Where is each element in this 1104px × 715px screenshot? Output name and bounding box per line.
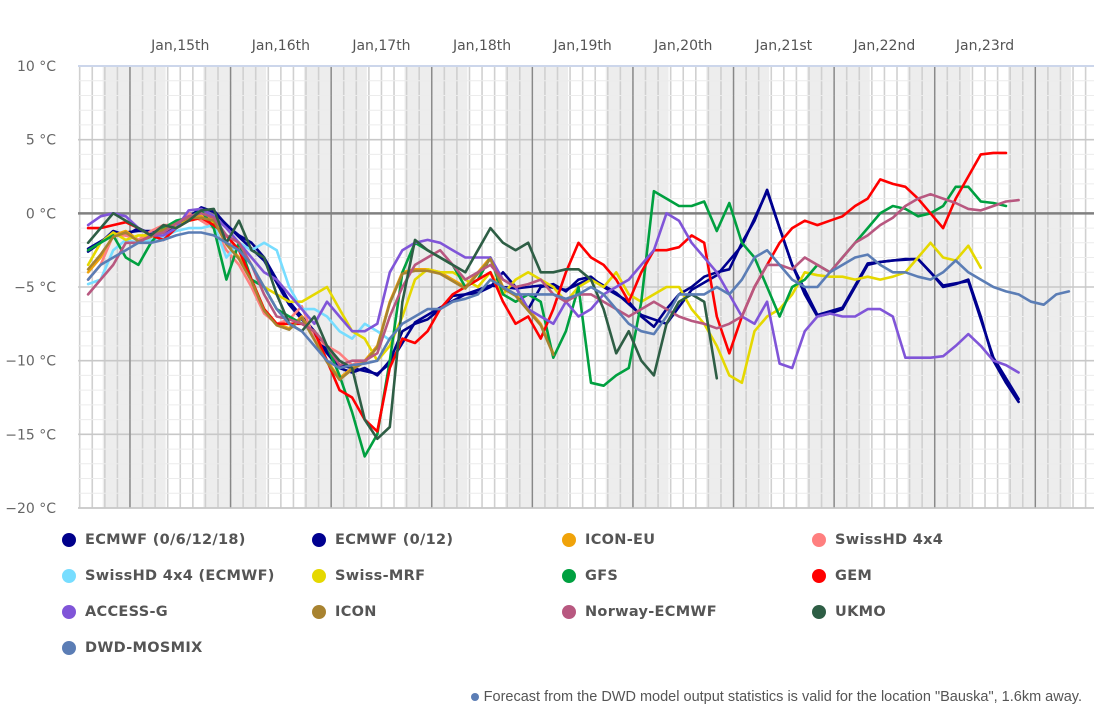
legend-dot-icon xyxy=(812,605,826,619)
series-line-icon xyxy=(86,216,555,382)
y-tick-label: 5 °C xyxy=(26,133,56,149)
legend-label: Swiss-MRF xyxy=(335,568,426,584)
y-tick-label: −5 °C xyxy=(14,280,56,296)
legend-item[interactable]: Swiss-MRF xyxy=(312,566,425,586)
legend-dot-icon xyxy=(812,533,826,547)
legend-item[interactable]: ECMWF (0/6/12/18) xyxy=(62,530,246,550)
legend-item[interactable]: ECMWF (0/12) xyxy=(312,530,453,550)
series-line-gem xyxy=(86,151,1008,433)
legend-label: SwissHD 4x4 (ECMWF) xyxy=(85,568,275,584)
series-line-ukmo xyxy=(86,207,719,441)
series-line-dwd-mosmix xyxy=(86,231,1071,370)
legend-label: UKMO xyxy=(835,604,886,620)
x-tick-label: Jan,17th xyxy=(351,38,410,54)
y-tick-label: −15 °C xyxy=(5,427,56,443)
legend-label: GEM xyxy=(835,568,873,584)
footnote-dot-icon xyxy=(470,693,479,701)
y-tick-label: −10 °C xyxy=(5,354,56,370)
y-tick-label: 10 °C xyxy=(17,59,56,75)
legend-item[interactable]: UKMO xyxy=(812,602,886,622)
footnote: Forecast from the DWD model output stati… xyxy=(470,689,1082,705)
legend-label: Norway-ECMWF xyxy=(585,604,717,620)
x-tick-label: Jan,16th xyxy=(251,38,310,54)
legend-dot-icon xyxy=(812,569,826,583)
legend-label: ACCESS-G xyxy=(85,604,168,620)
legend-dot-icon xyxy=(312,569,326,583)
y-tick-label: 0 °C xyxy=(26,206,56,222)
x-tick-label: Jan,15th xyxy=(150,38,209,54)
legend-label: ECMWF (0/12) xyxy=(335,532,454,548)
legend-label: GFS xyxy=(585,568,619,584)
legend-item[interactable]: SwissHD 4x4 (ECMWF) xyxy=(62,566,275,586)
legend-label: ICON xyxy=(335,604,377,620)
legend-label: ICON-EU xyxy=(585,532,656,548)
footnote-text: Forecast from the DWD model output stati… xyxy=(483,689,1082,705)
legend-dot-icon xyxy=(562,569,576,583)
legend-item[interactable]: ICON-EU xyxy=(562,530,655,550)
legend-dot-icon xyxy=(62,533,76,547)
x-tick-label: Jan,20th xyxy=(653,38,712,54)
legend-item[interactable]: SwissHD 4x4 xyxy=(812,530,943,550)
x-tick-label: Jan,18th xyxy=(452,38,511,54)
legend-dot-icon xyxy=(62,605,76,619)
legend-dot-icon xyxy=(62,569,76,583)
legend-item[interactable]: ACCESS-G xyxy=(62,602,168,622)
x-tick-label: Jan,23rd xyxy=(955,38,1014,54)
y-axis: 10 °C 5 °C 0 °C −5 °C −10 °C −15 °C −20 °C xyxy=(5,59,56,517)
x-axis: Jan,15th Jan,16th Jan,17th Jan,18th Jan,19th… xyxy=(150,38,1014,54)
legend-item[interactable]: Norway-ECMWF xyxy=(562,602,717,622)
legend-dot-icon xyxy=(312,605,326,619)
legend-dot-icon xyxy=(312,533,326,547)
legend-item[interactable]: GEM xyxy=(812,566,872,586)
legend-label: SwissHD 4x4 xyxy=(835,532,944,548)
legend-dot-icon xyxy=(62,641,76,655)
temperature-forecast-chart: 10 °C 5 °C 0 °C −5 °C −10 °C −15 °C −20 °C Jan… xyxy=(5,38,1094,517)
legend-item[interactable]: ICON xyxy=(312,602,377,622)
legend-label: ECMWF (0/6/12/18) xyxy=(85,532,246,548)
series-lines xyxy=(86,151,1071,458)
legend-item[interactable]: GFS xyxy=(562,566,618,586)
x-tick-label: Jan,21st xyxy=(755,38,813,54)
series-line-ecmwf-0-12 xyxy=(86,189,1020,401)
y-tick-label: −20 °C xyxy=(5,501,56,517)
legend-item[interactable]: DWD-MOSMIX xyxy=(62,638,203,658)
legend-label: DWD-MOSMIX xyxy=(85,640,203,656)
x-tick-label: Jan,19th xyxy=(553,38,612,54)
x-tick-label: Jan,22nd xyxy=(853,38,916,54)
legend-dot-icon xyxy=(562,605,576,619)
legend-dot-icon xyxy=(562,533,576,547)
